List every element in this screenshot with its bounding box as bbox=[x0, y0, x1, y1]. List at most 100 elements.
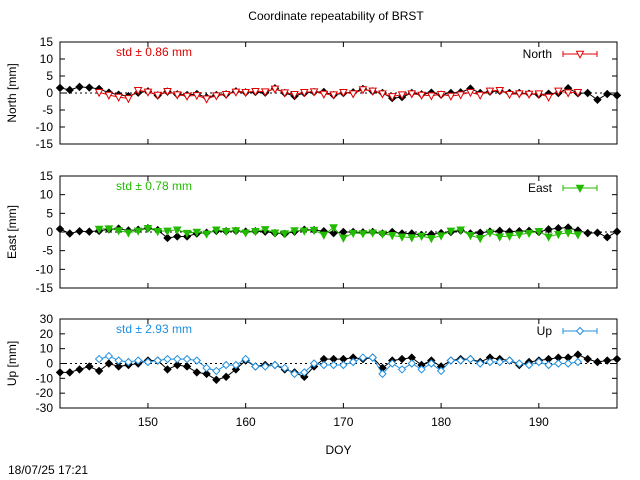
data-point bbox=[231, 360, 241, 370]
y-tick-label: 10 bbox=[40, 188, 54, 202]
data-point bbox=[212, 226, 221, 235]
data-point bbox=[544, 93, 553, 103]
data-point bbox=[475, 91, 485, 100]
y-axis-label: Up [mm] bbox=[5, 341, 19, 386]
data-point bbox=[309, 226, 319, 236]
panel-east: 15 10 5 0 -5 -10 -15 East [mm] std ± 0.78 mm East bbox=[5, 169, 622, 295]
data-point bbox=[221, 360, 231, 370]
data-point bbox=[358, 230, 368, 239]
data-point bbox=[563, 89, 573, 98]
y-tick-label: 5 bbox=[46, 206, 53, 220]
data-point bbox=[212, 375, 221, 385]
legend: North bbox=[523, 47, 598, 61]
data-point bbox=[319, 360, 329, 370]
data-point bbox=[485, 87, 495, 96]
data-point bbox=[339, 89, 348, 98]
data-point bbox=[593, 95, 602, 105]
data-point bbox=[163, 233, 172, 243]
data-point bbox=[173, 360, 182, 370]
data-point bbox=[231, 88, 241, 97]
data-point bbox=[417, 365, 426, 374]
data-point bbox=[427, 359, 436, 368]
data-point bbox=[85, 362, 94, 371]
data-point bbox=[427, 235, 436, 244]
data-point bbox=[173, 232, 182, 241]
data-point bbox=[143, 88, 153, 97]
y-tick-label: 10 bbox=[40, 52, 54, 66]
y-tick-label: 15 bbox=[40, 169, 54, 183]
data-point bbox=[534, 90, 544, 99]
data-point bbox=[593, 228, 602, 237]
data-point bbox=[407, 90, 417, 99]
data-point bbox=[182, 92, 192, 101]
data-point bbox=[172, 226, 182, 235]
data-point bbox=[280, 89, 290, 98]
data-point bbox=[309, 359, 319, 368]
data-point bbox=[231, 227, 241, 236]
data-point bbox=[475, 235, 485, 244]
legend-label: Up bbox=[537, 324, 553, 338]
data-point bbox=[495, 86, 505, 96]
series-north bbox=[94, 85, 583, 104]
data-point bbox=[407, 234, 417, 243]
data-point bbox=[65, 368, 74, 377]
y-tick-label: -20 bbox=[36, 386, 54, 400]
y-axis-label: East [mm] bbox=[5, 205, 19, 259]
data-point bbox=[583, 354, 592, 364]
y-tick-label: -10 bbox=[36, 371, 54, 385]
std-annotation: std ± 0.86 mm bbox=[116, 45, 192, 59]
std-annotation: std ± 2.93 mm bbox=[116, 322, 192, 336]
data-point bbox=[329, 360, 338, 370]
data-point bbox=[124, 229, 133, 238]
y-axis-label: North [mm] bbox=[5, 63, 19, 122]
data-point bbox=[241, 229, 250, 238]
data-point bbox=[446, 227, 456, 236]
data-point bbox=[563, 359, 573, 368]
data-point bbox=[603, 233, 612, 242]
y-tick-label: 0 bbox=[46, 357, 53, 371]
legend-marker bbox=[575, 326, 585, 336]
data-point bbox=[417, 91, 426, 100]
data-point bbox=[192, 92, 202, 101]
data-point bbox=[133, 356, 143, 365]
legend-marker bbox=[575, 50, 585, 59]
y-tick-label: 15 bbox=[40, 35, 54, 49]
data-point bbox=[397, 233, 407, 242]
chart-title: Coordinate repeatability of BRST bbox=[248, 9, 424, 23]
data-point bbox=[260, 226, 270, 235]
data-point bbox=[153, 227, 163, 237]
data-point bbox=[524, 90, 534, 99]
data-point bbox=[202, 363, 211, 373]
data-point bbox=[212, 366, 221, 376]
data-point bbox=[290, 369, 299, 379]
data-point bbox=[485, 229, 495, 238]
y-tick-label: -5 bbox=[42, 244, 53, 258]
data-point bbox=[202, 230, 211, 239]
data-point bbox=[534, 227, 544, 237]
data-point bbox=[143, 357, 153, 367]
data-point bbox=[94, 354, 104, 364]
x-tick-label: 160 bbox=[236, 415, 256, 429]
data-point bbox=[446, 92, 456, 101]
data-point bbox=[466, 89, 475, 98]
data-point bbox=[329, 228, 338, 238]
legend-marker bbox=[575, 184, 585, 193]
plot-frame bbox=[59, 41, 618, 145]
data-point bbox=[554, 87, 563, 96]
data-point bbox=[387, 232, 397, 241]
y-tick-label: 20 bbox=[40, 327, 54, 341]
plot-frame bbox=[59, 318, 618, 409]
data-point bbox=[202, 369, 211, 379]
x-tick-label: 190 bbox=[529, 415, 549, 429]
data-point bbox=[515, 359, 524, 368]
y-tick-label: -10 bbox=[36, 262, 54, 276]
data-point bbox=[446, 356, 456, 365]
data-point bbox=[192, 228, 202, 237]
data-point bbox=[94, 366, 104, 376]
data-point bbox=[261, 362, 270, 371]
x-tick-label: 150 bbox=[138, 415, 158, 429]
data-point bbox=[583, 88, 592, 98]
data-point bbox=[172, 91, 182, 100]
